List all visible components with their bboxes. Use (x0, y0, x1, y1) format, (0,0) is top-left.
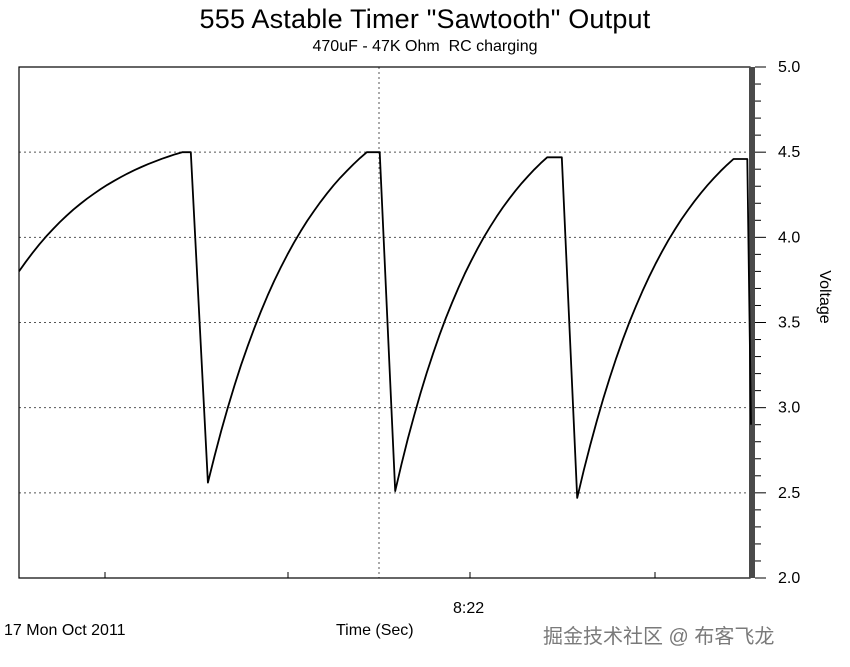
y-tick-label: 4.5 (778, 144, 800, 161)
date-label: 17 Mon Oct 2011 (4, 622, 126, 639)
y-tick-label: 2.5 (778, 485, 800, 502)
grid-lines (19, 67, 749, 578)
chart-title: 555 Astable Timer "Sawtooth" Output (199, 4, 651, 34)
y-axis-label: Voltage (816, 270, 833, 323)
y-axis-ticks: 2.0 2.5 3.0 3.5 4.0 4.5 5.0 (755, 59, 800, 587)
y-tick-label: 4.0 (778, 229, 800, 246)
time-tick-label: 8:22 (453, 600, 485, 617)
y-tick-label: 5.0 (778, 59, 800, 76)
voltage-series-line (18, 151, 752, 499)
y-tick-label: 3.0 (778, 400, 800, 417)
x-axis-ticks (104, 572, 656, 578)
y-tick-label: 3.5 (778, 315, 800, 332)
y-tick-label: 2.0 (778, 570, 800, 587)
x-axis-label: Time (Sec) (336, 622, 414, 639)
chart-subtitle: 470uF - 47K Ohm RC charging (312, 38, 538, 55)
watermark: 掘金技术社区 @ 布客飞龙 (543, 626, 775, 648)
right-axis-bar (749, 67, 755, 578)
